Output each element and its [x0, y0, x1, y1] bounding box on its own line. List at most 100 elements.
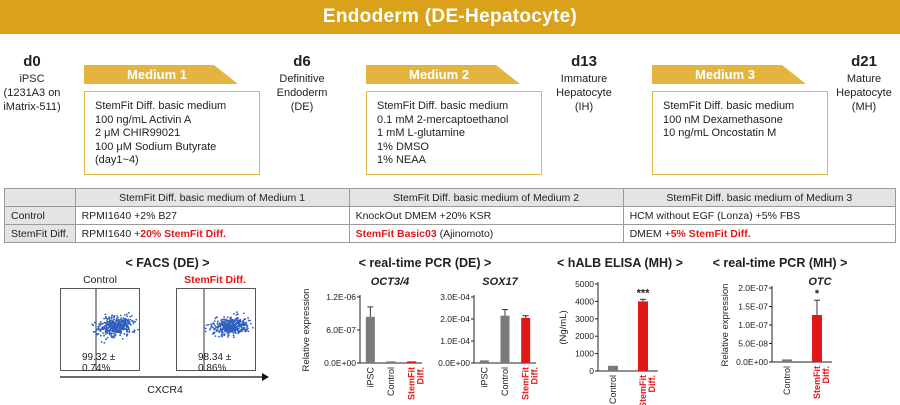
- facs-event-dot: [221, 331, 224, 334]
- facs-event-dot: [222, 326, 225, 329]
- stage-line: Endoderm: [276, 87, 328, 99]
- facs-event-dot: [99, 329, 102, 332]
- facs-event-dot: [245, 326, 248, 329]
- cell-text: HCM without EGF (Lonza) +5% FBS: [629, 209, 801, 222]
- facs-event-dot: [216, 316, 218, 319]
- table-header-row: StemFit Diff. basic medium of Medium 1 S…: [4, 188, 897, 207]
- facs-event-dot: [226, 326, 229, 329]
- facs-event-dot: [117, 331, 120, 334]
- facs-event-dot: [112, 316, 115, 319]
- medium-1-arrow: [84, 65, 238, 84]
- x-tick-label: StemFit: [407, 367, 417, 400]
- facs-event-dot: [122, 320, 125, 322]
- facs-event-dot: [228, 325, 231, 328]
- facs-event-dot: [242, 319, 245, 322]
- facs-event-dot: [234, 320, 236, 323]
- facs-event-dot: [221, 328, 223, 331]
- y-tick-label: 1.0E-07: [738, 320, 768, 330]
- facs-event-dot: [121, 323, 123, 326]
- facs-event-dot: [129, 323, 132, 326]
- facs-event-dot: [119, 330, 121, 332]
- x-tick-label: Control: [386, 367, 396, 396]
- facs-event-dot: [123, 322, 126, 325]
- facs-event-dot: [112, 321, 115, 324]
- stage-day: d21: [851, 53, 877, 70]
- chart-title-otc: OTC: [808, 276, 832, 288]
- facs-event-dot: [224, 329, 226, 331]
- medium-line: 10 ng/mL Oncostatin M: [663, 127, 777, 139]
- facs-event-dot: [131, 330, 134, 333]
- facs-event-dot: [226, 323, 229, 326]
- chart-title-sox17: SOX17: [482, 276, 518, 288]
- facs-event-dot: [213, 320, 216, 322]
- facs-event-dot: [210, 326, 213, 328]
- facs-event-dot: [251, 326, 254, 329]
- chart-title-oct34: OCT3/4: [370, 276, 410, 288]
- chart-oct34: 0.0E+00 6.0E-07 1.2E-06 Relative expression…: [301, 289, 426, 400]
- facs-event-dot: [233, 323, 235, 326]
- facs-event-dot: [110, 321, 112, 324]
- medium-line: StemFit Diff. basic medium: [663, 100, 795, 112]
- facs-event-dot: [97, 333, 100, 335]
- medium-3-box: StemFit Diff. basic medium 100 nM Dexame…: [652, 91, 828, 175]
- chart-sox17: 0.0E+00 1.0E-04 2.0E-04 3.0E-04 iPSC Control S…: [438, 292, 540, 400]
- facs-event-dot: [204, 327, 207, 330]
- facs-event-dot: [126, 330, 129, 333]
- stage-line: Hepatocyte: [556, 87, 612, 99]
- facs-event-dot: [209, 328, 211, 331]
- medium-line: 100 ng/mL Activin A: [95, 113, 192, 126]
- table-row: StemFit Diff. RPMI1640 +20% StemFit Diff…: [4, 224, 897, 243]
- facs-event-dot: [119, 324, 122, 327]
- y-tick-label: 2000: [575, 331, 594, 341]
- facs-event-dot: [232, 332, 235, 334]
- facs-event-dot: [116, 329, 119, 332]
- facs-event-dot: [229, 331, 232, 333]
- facs-event-dot: [114, 324, 117, 327]
- medium-2-arrow: [366, 65, 520, 84]
- stage-d0: d0 iPSC (1231A3 on iMatrix-511): [0, 52, 64, 114]
- facs-event-dot: [98, 328, 100, 331]
- facs-event-dot: [121, 338, 124, 340]
- bar: [521, 317, 531, 363]
- facs-event-dot: [247, 327, 249, 330]
- facs-event-dot: [115, 325, 117, 328]
- facs-event-dot: [104, 328, 106, 330]
- facs-event-dot: [108, 329, 111, 332]
- facs-event-dot: [115, 319, 118, 321]
- facs-event-dot: [219, 327, 222, 330]
- facs-event-dot: [114, 331, 117, 333]
- facs-event-dot: [133, 329, 136, 332]
- facs-event-dot: [234, 325, 237, 328]
- facs-plot-control: [60, 288, 140, 371]
- medium-line: 1% DMSO: [377, 140, 429, 153]
- facs-event-dot: [121, 326, 124, 328]
- facs-event-dot: [137, 328, 139, 331]
- facs-event-dot: [243, 326, 245, 329]
- facs-event-dot: [100, 320, 102, 323]
- facs-event-dot: [221, 320, 223, 323]
- facs-event-dot: [250, 322, 252, 325]
- x-tick-label: Control: [500, 367, 510, 396]
- facs-event-dot: [100, 341, 103, 343]
- facs-event-dot: [122, 317, 125, 319]
- y-tick-label: 3000: [575, 314, 594, 324]
- chart-otc: 0.0E+00 5.0E-08 1.0E-07 1.5E-07 2.0E-07 Relat…: [720, 283, 832, 399]
- facs-event-dot: [92, 331, 95, 333]
- pcr-mh-title: < real-time PCR (MH) >: [712, 256, 848, 270]
- medium-line: StemFit Diff. basic medium: [95, 100, 227, 112]
- facs-event-dot: [111, 336, 114, 339]
- facs-label-stemfit: StemFit Diff.: [184, 274, 246, 286]
- table-cell: RPMI1640 +2% B27: [74, 206, 350, 225]
- facs-event-dot: [106, 330, 109, 333]
- facs-event-dot: [125, 333, 128, 336]
- cell-text: DMEM +: [629, 227, 671, 240]
- table-row: Control RPMI1640 +2% B27 KnockOut DMEM +…: [4, 206, 897, 225]
- facs-event-dot: [214, 325, 217, 327]
- facs-event-dot: [110, 332, 113, 335]
- facs-event-dot: [217, 324, 220, 327]
- facs-event-dot: [104, 313, 107, 316]
- y-tick-label: 2.0E-07: [738, 283, 768, 293]
- cell-text: RPMI1640 +: [81, 227, 141, 240]
- medium-line: 0.1 mM 2-mercaptoethanol: [377, 113, 509, 126]
- y-axis-label: (Ng/mL): [558, 310, 569, 344]
